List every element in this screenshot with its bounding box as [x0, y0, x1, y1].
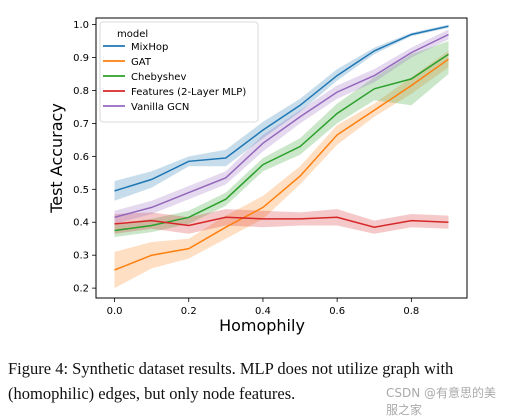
x-tick-label: 0.2 — [181, 306, 197, 317]
vanilla-gcn-confidence-band — [114, 29, 449, 224]
x-tick-label: 0.8 — [403, 306, 419, 317]
y-tick-label: 0.7 — [73, 119, 89, 130]
series-lines — [114, 25, 449, 271]
y-tick-label: 0.9 — [73, 53, 89, 64]
legend-box — [99, 21, 259, 123]
chebyshev-confidence-band — [114, 41, 449, 238]
mixhop-confidence-band — [114, 24, 449, 201]
y-tick-label: 0.5 — [73, 185, 89, 196]
mixhop-legend-label: MixHop — [131, 42, 168, 53]
figure-caption: Figure 4: Synthetic dataset results. MLP… — [8, 359, 454, 403]
features-2-layer-mlp-confidence-band — [114, 209, 449, 234]
gat-legend-label: GAT — [131, 57, 152, 68]
legend-title: model — [117, 29, 148, 40]
y-axis-label: Test Accuracy — [47, 103, 66, 214]
x-axis-ticks: 0.0 0.2 0.4 0.6 0.8 — [107, 298, 419, 317]
confidence-bands — [114, 24, 449, 289]
legend-items: MixHop GAT Chebyshev Features (2-Layer MLP)… — [103, 42, 246, 113]
gat-confidence-band — [114, 50, 449, 289]
legend: model MixHop GAT Chebyshev Features (2-Laye… — [99, 21, 259, 123]
chebyshev-legend-label: Chebyshev — [131, 72, 186, 83]
x-axis-label: Homophily — [219, 316, 305, 335]
y-tick-label: 0.8 — [73, 86, 89, 97]
y-axis-ticks: 0.2 0.3 0.4 0.5 0.6 0.7 0.8 0.9 1.0 — [73, 20, 96, 295]
x-tick-label: 0.0 — [107, 306, 123, 317]
gat-line — [114, 58, 449, 271]
plot-frame — [95, 17, 468, 299]
y-tick-label: 0.4 — [73, 218, 89, 229]
features-2-layer-mlp-line — [114, 216, 449, 228]
y-tick-label: 0.2 — [73, 284, 89, 295]
vanilla-gcn-line — [114, 33, 449, 219]
y-tick-label: 0.3 — [73, 251, 89, 262]
x-tick-label: 0.4 — [255, 306, 271, 317]
x-tick-label: 0.6 — [329, 306, 345, 317]
vanilla-gcn-legend-label: Vanilla GCN — [131, 102, 189, 113]
mixhop-line — [114, 25, 449, 192]
y-tick-label: 1.0 — [73, 20, 89, 31]
y-tick-label: 0.6 — [73, 152, 89, 163]
features-2-layer-mlp-legend-label: Features (2-Layer MLP) — [131, 87, 246, 98]
line-chart: 0.0 0.2 0.4 0.6 0.8 0.2 0.3 0.4 0.5 0.6 0.7 0.8 0.9… — [47, 17, 468, 335]
chebyshev-line — [114, 53, 449, 232]
